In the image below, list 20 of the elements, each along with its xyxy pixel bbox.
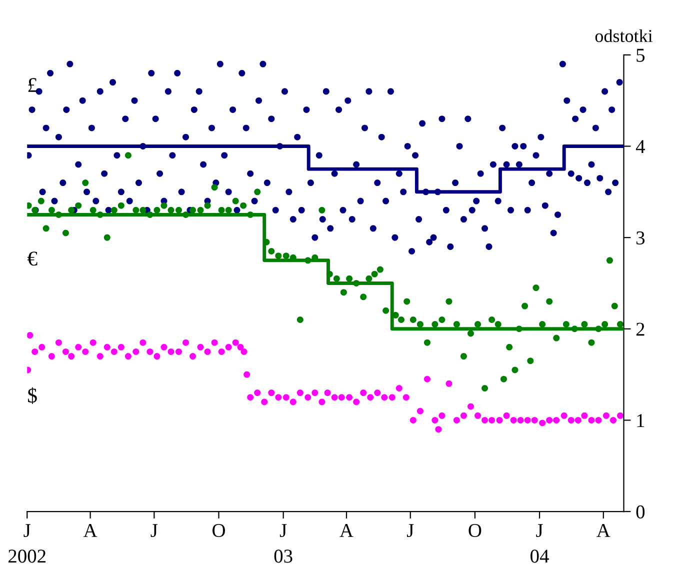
x-tick-label: J (406, 524, 414, 538)
series-label: $ (28, 387, 37, 404)
x-tick-label: O (468, 524, 482, 538)
y-tick-label: 4 (636, 140, 645, 153)
x-tick-label: A (596, 524, 610, 537)
y-tick-label: 1 (637, 414, 644, 427)
x-tick-label: A (83, 524, 98, 537)
x-tick-label: O (212, 524, 225, 538)
y-tick-label: 0 (636, 505, 645, 518)
x-tick-label: J 2002 (8, 524, 46, 563)
x-tick-label: J 03 (274, 524, 292, 563)
y-axis-title: odstotki (595, 29, 653, 42)
y-tick-label: 2 (636, 322, 644, 336)
x-tick-label: J 04 (530, 524, 549, 563)
x-tick-label: A (340, 524, 354, 537)
x-tick-label: J (150, 524, 158, 538)
series-label: £ (28, 78, 37, 92)
series-label: € (27, 252, 38, 266)
y-tick-label: 5 (636, 48, 645, 62)
y-tick-label: 3 (636, 231, 645, 244)
